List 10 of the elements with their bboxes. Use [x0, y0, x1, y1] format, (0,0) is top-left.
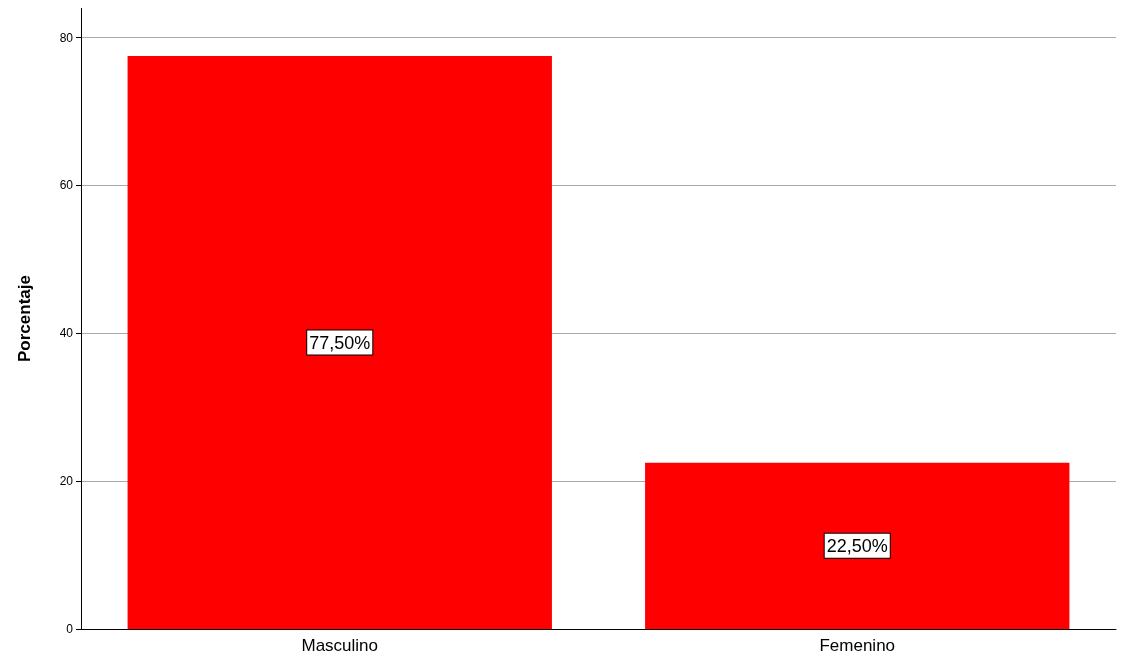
y-tick-label: 0 [66, 622, 74, 636]
y-tick-label: 20 [59, 474, 74, 489]
y-axis-title: Porcentaje [15, 275, 34, 362]
x-tick-label: Masculino [301, 636, 379, 655]
y-tick-label: 80 [59, 30, 74, 45]
y-tick-label: 60 [59, 178, 74, 193]
x-tick-label: Femenino [819, 636, 896, 655]
data-label: 22,50% [826, 535, 888, 556]
y-tick-label: 40 [59, 326, 74, 341]
data-label: 77,50% [309, 332, 371, 353]
